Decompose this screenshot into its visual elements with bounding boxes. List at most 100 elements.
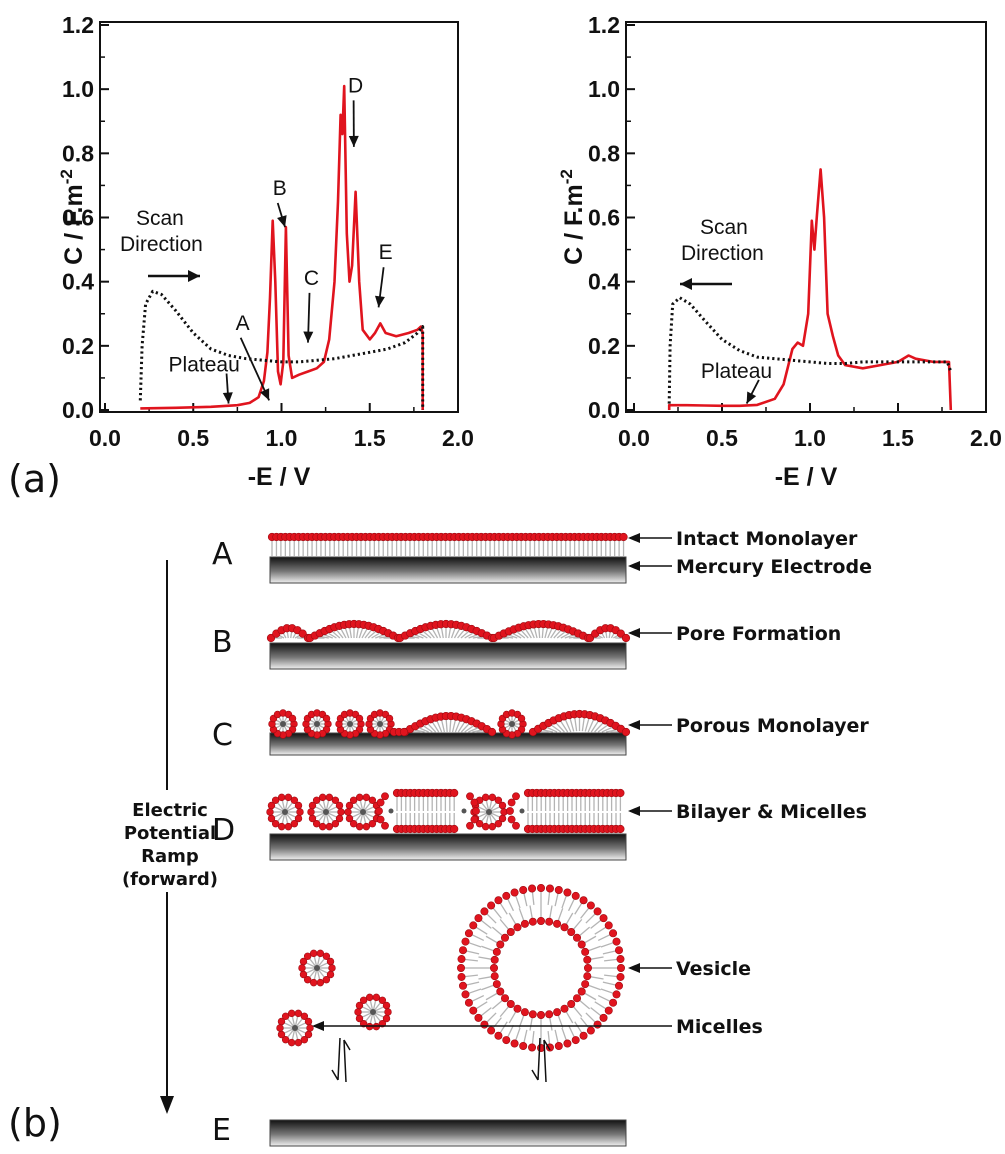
- svg-text:Mercury Electrode: Mercury Electrode: [676, 556, 872, 578]
- lipid-tail: [317, 725, 322, 732]
- lipid-headgroup: [359, 996, 368, 1004]
- lipid-tail: [380, 725, 385, 732]
- row-letter-c: C: [212, 718, 233, 753]
- micelle-core: [314, 965, 320, 971]
- lipid-headgroup: [399, 727, 409, 737]
- lipid-headgroup: [355, 714, 364, 723]
- lipid-tail: [317, 958, 325, 967]
- lipid-tail: [361, 1012, 372, 1018]
- lipid-headgroup: [287, 1038, 296, 1047]
- lipid-headgroup: [489, 963, 498, 972]
- lipid-headgroup: [316, 978, 325, 987]
- micelle-core: [519, 808, 525, 814]
- lipid-headgroup: [488, 822, 497, 831]
- lipid-headgroup: [322, 976, 331, 984]
- lipid-headgroup: [307, 808, 315, 816]
- scan-arrow-left-head: [680, 278, 692, 290]
- chart-right: 0.0 0.5 1.0 1.5 2.0 0.0 0.2 0.4 0.6 0.8 1.0 1.2 Pla…: [557, 12, 1002, 491]
- lipid-headgroup: [621, 633, 631, 643]
- lipid-tail: [295, 1029, 303, 1038]
- lipid-headgroup: [494, 896, 503, 905]
- y-tick-label: 0.4: [588, 269, 620, 295]
- lipid-headgroup: [300, 1036, 309, 1044]
- lipid-tail: [381, 724, 388, 729]
- ramp-arrow-head: [160, 1096, 174, 1114]
- lipid-tail: [514, 1027, 521, 1041]
- lipid-headgroup: [536, 1010, 545, 1019]
- chart-right-gridticks: 0.0 0.5 1.0 1.5 2.0 0.0 0.2 0.4 0.6 0.8 1.0 1.2: [588, 12, 1002, 451]
- lipid-tail: [312, 725, 317, 732]
- lipid-headgroup: [586, 1026, 595, 1035]
- lipid-tail: [549, 905, 553, 919]
- y-tick-label: 0.2: [588, 333, 620, 359]
- lipid-tail: [296, 1028, 307, 1034]
- lipid-tail: [508, 912, 517, 926]
- lipid-tail: [365, 1013, 373, 1022]
- lipid-headgroup: [284, 793, 293, 802]
- lipid-headgroup: [583, 972, 592, 981]
- lipid-headgroup: [536, 883, 545, 892]
- lipid-headgroup: [266, 808, 274, 816]
- y-tick-label: 0.2: [62, 333, 94, 359]
- lipid-headgroup: [577, 940, 586, 949]
- lipid-headgroup: [571, 891, 580, 900]
- lipid-headgroup: [593, 1020, 602, 1029]
- y-tick-label: 0.8: [62, 140, 94, 166]
- lipid-tail: [381, 719, 388, 724]
- lipid-tail: [561, 1027, 568, 1041]
- lipid-headgroup: [470, 815, 479, 824]
- lipid-tail: [590, 1007, 602, 1017]
- lipid-tail: [475, 1001, 488, 1010]
- chart-left-gridticks: 0.0 0.5 1.0 1.5 2.0 0.0 0.2 0.4 0.6 0.8 1.0 1.2: [62, 12, 474, 451]
- lipid-headgroup: [450, 788, 459, 798]
- lipid-tail: [475, 926, 488, 935]
- lipid-headgroup: [382, 1001, 391, 1010]
- lipid-headgroup: [304, 1030, 313, 1039]
- lipid-headgroup: [312, 820, 321, 828]
- lipid-headgroup: [573, 994, 582, 1003]
- lipid-headgroup: [593, 907, 602, 916]
- lipid-headgroup: [331, 820, 340, 828]
- lipid-headgroup: [376, 798, 385, 807]
- lipid-headgroup: [277, 822, 286, 831]
- lipid-headgroup: [372, 993, 381, 1002]
- lipid-tail: [291, 1016, 296, 1027]
- x-tick-label: 1.5: [354, 425, 386, 451]
- lipid-tail: [273, 812, 284, 818]
- electrode-a: [269, 556, 627, 584]
- chart-left-xlabel: -E / V: [248, 463, 311, 491]
- peak-arrowhead: [260, 388, 270, 401]
- lipid-headgroup: [316, 949, 325, 958]
- lipid-tail: [278, 716, 283, 723]
- x-tick-label: 2.0: [970, 425, 1002, 451]
- lipid-tail: [488, 813, 493, 824]
- series-solid: [667, 168, 953, 411]
- chart-left: 0.0 0.5 1.0 1.5 2.0 0.0 0.2 0.4 0.6 0.8 1.0 1.2 A B C…: [8, 12, 474, 501]
- lipid-tail: [318, 962, 329, 968]
- series-dotted: [138, 289, 425, 410]
- lipid-tail: [464, 958, 478, 962]
- lipid-tail: [283, 1028, 294, 1034]
- y-tick-label: 1.0: [62, 76, 94, 102]
- lipid-tail: [491, 926, 504, 937]
- lipid-headgroup: [318, 822, 327, 831]
- electrode-b: [269, 642, 627, 670]
- micelle-core: [280, 721, 286, 727]
- lipid-tail: [286, 806, 297, 812]
- electrode-d: [269, 833, 627, 861]
- schematic: (b) Electric Potential Ramp (forward) A …: [8, 528, 872, 1148]
- lipid-tail: [485, 935, 499, 944]
- lipid-headgroup: [472, 807, 480, 815]
- lipid-headgroup: [469, 921, 478, 930]
- lipid-tail: [286, 812, 297, 818]
- lipid-tail: [507, 1024, 515, 1038]
- lipid-headgroup: [459, 981, 468, 990]
- lipid-headgroup: [494, 1031, 503, 1040]
- lipid-headgroup: [456, 963, 465, 972]
- scan-text-right-line2: Direction: [681, 242, 764, 265]
- lipid-tail: [572, 1005, 583, 1018]
- lipid-headgroup: [528, 1043, 537, 1052]
- lipid-tail: [364, 806, 375, 812]
- label-vesicle: Vesicle: [628, 958, 751, 980]
- lipid-headgroup: [581, 980, 590, 989]
